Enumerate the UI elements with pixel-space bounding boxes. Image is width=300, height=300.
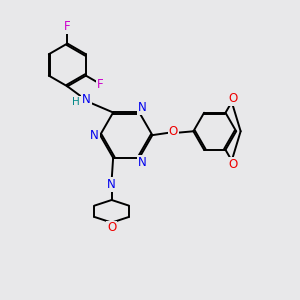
- Text: O: O: [169, 125, 178, 138]
- Text: N: N: [138, 101, 146, 114]
- Text: N: N: [107, 178, 116, 191]
- Text: F: F: [64, 20, 71, 33]
- Text: N: N: [90, 129, 99, 142]
- Text: O: O: [228, 92, 237, 105]
- Text: N: N: [138, 156, 146, 169]
- Text: N: N: [82, 93, 91, 106]
- Text: F: F: [97, 78, 104, 91]
- Text: O: O: [228, 158, 237, 171]
- Text: H: H: [72, 97, 80, 107]
- Text: O: O: [107, 221, 116, 234]
